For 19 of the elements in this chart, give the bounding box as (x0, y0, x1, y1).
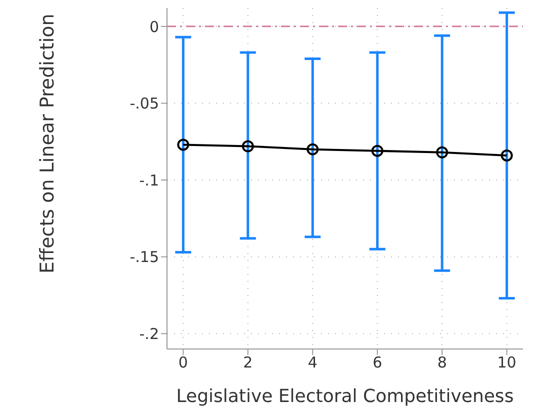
point (306, 143, 319, 156)
y-tick-label: -.2 (139, 324, 159, 343)
x-tick-label: 4 (308, 354, 318, 372)
x-tick-label: 8 (437, 354, 447, 372)
point (371, 144, 384, 157)
point (436, 146, 448, 158)
point (242, 140, 254, 152)
point (500, 149, 513, 162)
x-axis-title: Legislative Electoral Competitiveness (176, 386, 514, 407)
point (177, 138, 190, 151)
y-tick-label: -.1 (139, 171, 159, 190)
x-tick-label: 10 (497, 354, 516, 372)
y-tick-label: 0 (149, 18, 159, 36)
y-tick-label: -.15 (130, 248, 159, 266)
x-tick-label: 2 (243, 354, 253, 372)
x-tick-label: 6 (372, 354, 382, 372)
x-tick-label: 0 (178, 354, 188, 372)
y-tick-label: -.05 (130, 94, 159, 113)
y-axis-title: Effects on Linear Prediction (36, 14, 59, 274)
